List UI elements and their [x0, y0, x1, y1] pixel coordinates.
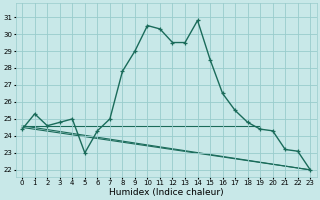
X-axis label: Humidex (Indice chaleur): Humidex (Indice chaleur): [109, 188, 224, 197]
